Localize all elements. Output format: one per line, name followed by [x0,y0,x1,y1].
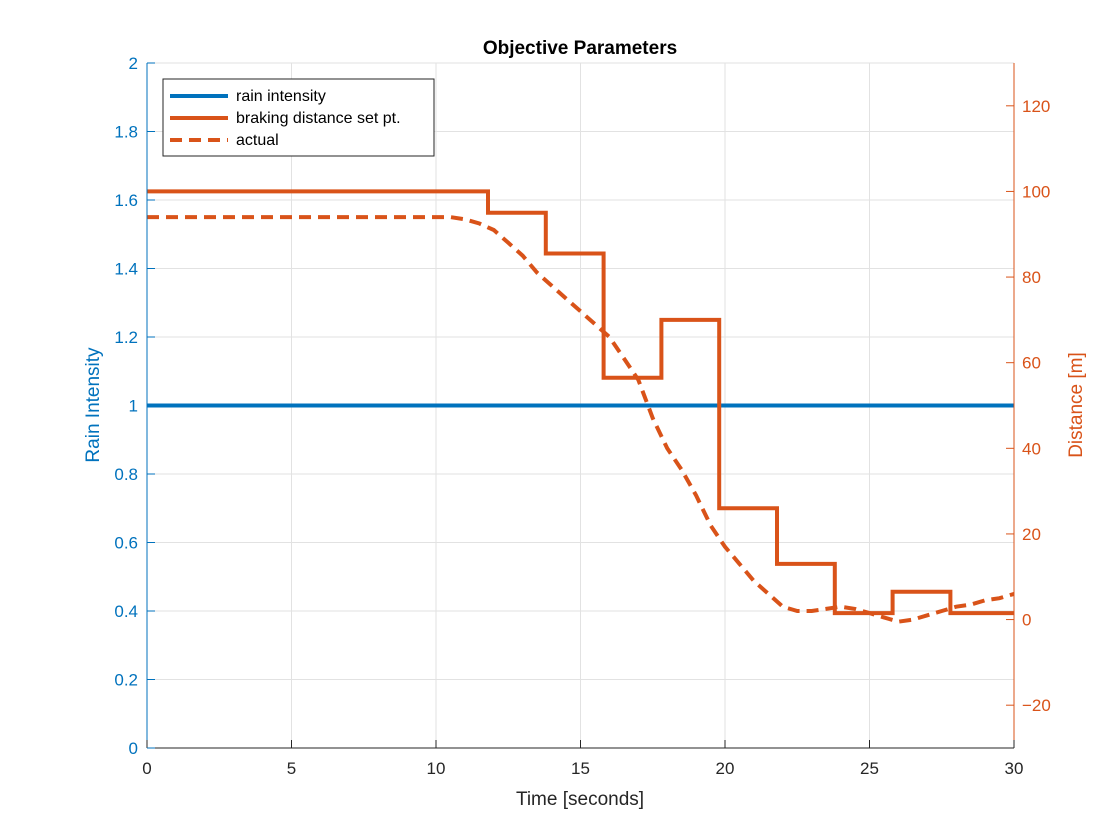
x-axis-label: Time [seconds] [516,789,644,810]
x-tick-label: 25 [860,759,879,778]
legend-label-rain-intensity: rain intensity [236,88,326,105]
y-left-tick-label: 1.8 [114,123,138,142]
y-right-tick-label: 60 [1022,354,1041,373]
y-right-tick-label: 0 [1022,611,1031,630]
y-left-tick-label: 1.6 [114,191,138,210]
y-left-tick-label: 0 [129,739,138,758]
legend: rain intensity braking distance set pt. … [162,78,435,157]
y-left-tick-label: 1.2 [114,328,138,347]
y-right-tick-label: 20 [1022,525,1041,544]
y-left-tick-label: 0.8 [114,465,138,484]
series-layer [147,189,1015,624]
y-left-tick-label: 0.6 [114,534,138,553]
legend-label-actual: actual [236,132,279,149]
y-right-tick-label: −20 [1022,696,1051,715]
x-tick-label: 5 [287,759,296,778]
x-tick-label: 30 [1005,759,1024,778]
x-tick-label: 0 [142,759,151,778]
chart-title: Objective Parameters [483,38,677,59]
ticks: 0 5 10 15 20 25 30 0 0.2 0.4 0.6 0.8 1 1.2 1.4 1.6 1.8 2 −… [114,54,1050,778]
y-right-axis-label: Distance [m] [1066,352,1087,458]
y-right-tick-label: 40 [1022,439,1041,458]
y-right-tick-label: 100 [1022,182,1050,201]
x-tick-label: 20 [716,759,735,778]
y-left-tick-label: 2 [129,54,138,73]
y-left-tick-label: 1 [129,397,138,416]
legend-label-braking-distance: braking distance set pt. [236,110,401,127]
y-left-tick-label: 1.4 [114,260,138,279]
y-left-tick-label: 0.2 [114,671,138,690]
x-tick-label: 15 [571,759,590,778]
y-right-tick-label: 80 [1022,268,1041,287]
y-right-tick-label: 120 [1022,97,1050,116]
y-left-axis-label: Rain Intensity [83,347,104,463]
x-tick-label: 10 [427,759,446,778]
y-left-tick-label: 0.4 [114,602,138,621]
series-line-1 [147,189,1014,616]
series-line-2 [147,215,1015,624]
